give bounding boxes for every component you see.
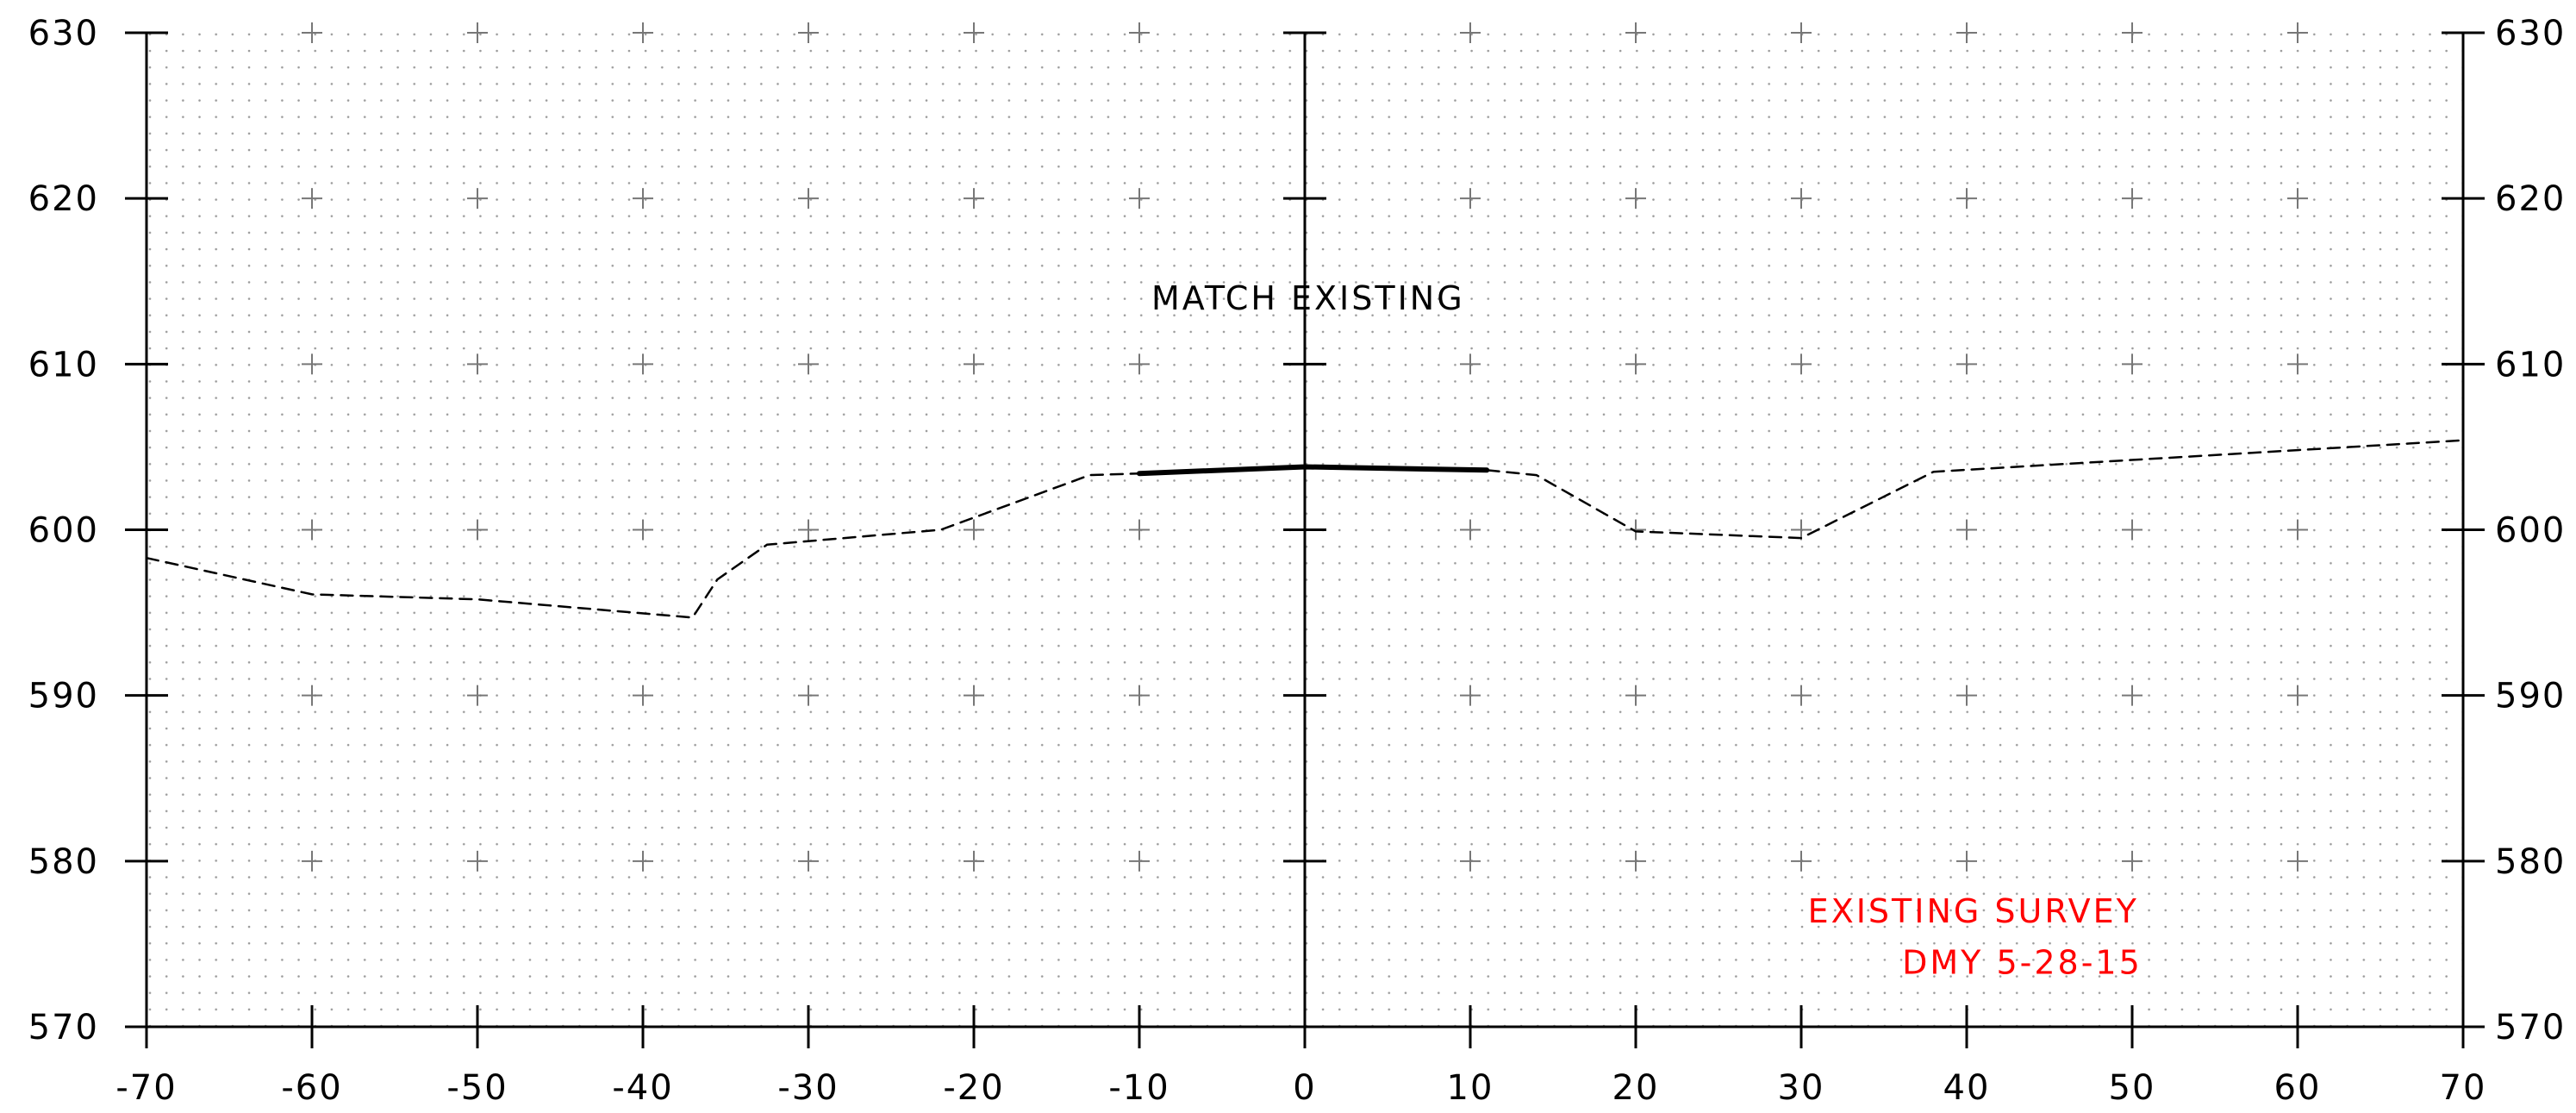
y-tick-label-right: 580 [2495,842,2566,882]
x-tick-label: 0 [1293,1068,1316,1108]
y-tick-label-left: 580 [28,842,99,882]
y-tick-label-left: 630 [28,14,99,53]
x-tick-label: 10 [1447,1068,1494,1108]
y-tick-label-right: 570 [2495,1008,2566,1047]
x-tick-label: 30 [1778,1068,1825,1108]
x-tick-label: -60 [281,1068,342,1108]
y-tick-label-left: 600 [28,511,99,551]
y-tick-label-left: 620 [28,179,99,219]
y-tick-label-right: 630 [2495,14,2566,53]
x-tick-label: 60 [2274,1068,2322,1108]
y-tick-label-right: 590 [2495,677,2566,716]
x-tick-label: 70 [2440,1068,2487,1108]
y-tick-label-left: 590 [28,677,99,716]
x-tick-label: -20 [943,1068,1004,1108]
annotation-label: EXISTING SURVEY [1808,892,2139,930]
existing-ground-line [145,439,2465,619]
y-tick-label-left: 570 [28,1008,99,1047]
y-tick-label-right: 610 [2495,345,2566,385]
x-tick-label: -10 [1108,1068,1169,1108]
annotations: MATCH EXISTING EXISTING SURVEY DMY 5-28-15 [1151,279,2143,982]
annotation-label: DMY 5-28-15 [1902,944,2143,982]
series-layer [145,439,2465,619]
x-tick-label: -30 [777,1068,839,1108]
x-tick-label: 50 [2109,1068,2156,1108]
proposed-surface-line [1137,464,1490,477]
y-tick-label-right: 620 [2495,179,2566,219]
annotation-label: MATCH EXISTING [1151,279,1465,317]
x-tick-label: -50 [446,1068,508,1108]
y-tick-label-left: 610 [28,345,99,385]
x-tick-label: -40 [612,1068,673,1108]
x-tick-label: 40 [1943,1068,1991,1108]
grid-crosses [302,22,2308,872]
x-tick-label: -70 [115,1068,177,1108]
x-tick-label: 20 [1612,1068,1660,1108]
y-tick-label-right: 600 [2495,511,2566,551]
axes [125,31,2485,1048]
